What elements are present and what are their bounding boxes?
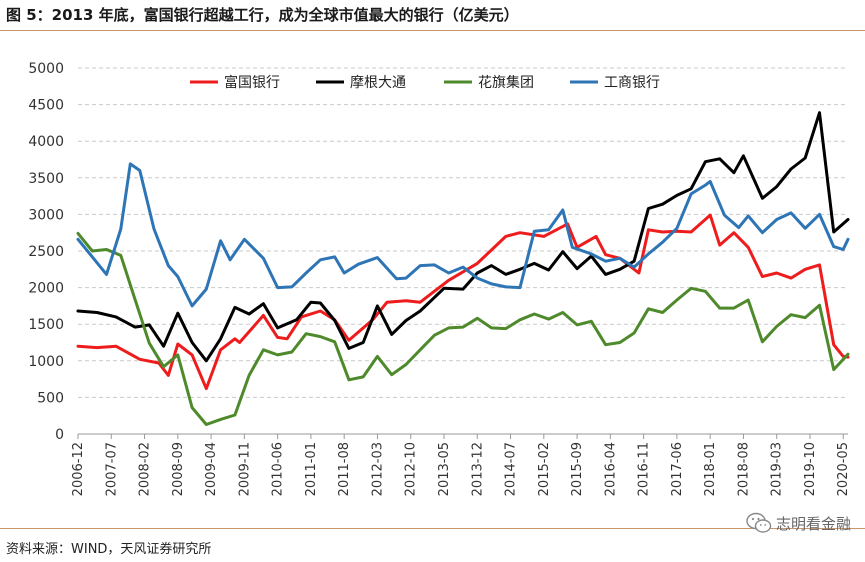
x-tick-label: 2015-09 [570,442,585,496]
legend-label: 富国银行 [224,74,280,91]
x-axis: 2006-12 2007-07 2008-02 2008-09 2009-04 2009-… [71,433,851,496]
x-tick-label: 2018-08 [736,442,751,496]
series-line [76,111,850,363]
x-tick-label: 2011-08 [337,442,352,496]
legend-label: 工商银行 [604,75,660,91]
x-tick-label: 2015-02 [537,442,552,496]
y-tick-label: 1000 [28,354,64,370]
x-tick-label: 2006-12 [71,442,86,496]
y-tick-label: 4000 [28,134,64,150]
series-line [76,213,850,391]
watermark-text: 志明看金融 [775,514,851,533]
top-divider [0,30,865,31]
y-tick-label: 3500 [28,171,64,187]
series-line [76,231,850,426]
y-tick-label: 0 [55,427,64,443]
x-tick-label: 2017-06 [670,442,685,496]
x-tick-label: 2016-04 [603,442,618,496]
x-tick-label: 2008-02 [138,442,153,496]
y-axis-ticks: 0 500 1000 1500 2000 2500 3000 3500 4000 4500 5000 [28,61,64,443]
legend-label: 花旗集团 [478,74,534,91]
series-lines [76,111,850,426]
y-tick-label: 1500 [28,317,64,333]
y-tick-label: 500 [37,390,64,406]
x-tick-label: 2018-01 [703,442,718,496]
y-tick-label: 3000 [28,207,64,223]
y-tick-label: 2500 [28,244,64,260]
x-tick-label: 2016-11 [637,442,652,496]
y-tick-label: 2000 [28,281,64,297]
legend-label: 摩根大通 [350,74,406,91]
x-tick-label: 2012-10 [404,442,419,496]
x-tick-label: 2007-07 [104,442,119,496]
x-tick-label: 2011-01 [304,442,319,496]
x-tick-label: 2019-03 [770,442,785,496]
x-tick-label: 2014-07 [504,442,519,496]
figure-title: 图 5：2013 年底，富国银行超越工行，成为全球市值最大的银行（亿美元） [6,6,519,24]
line-chart: 0 500 1000 1500 2000 2500 3000 3500 4000 4500 5000… [28,61,851,496]
x-tick-label: 2008-09 [171,442,186,496]
x-tick-label: 2010-06 [271,442,286,496]
source-note: 资料来源：WIND，天风证券研究所 [6,542,212,557]
y-tick-label: 5000 [28,61,64,77]
watermark: 志明看金融 [746,512,851,534]
x-tick-label: 2009-11 [237,442,252,496]
x-tick-label: 2013-05 [437,442,452,496]
x-tick-label: 2009-04 [204,442,219,496]
legend: 富国银行 摩根大通 花旗集团 工商银行 [190,74,660,91]
bottom-divider [0,528,865,529]
y-tick-label: 4500 [28,98,64,114]
x-tick-label: 2020-05 [836,442,851,496]
x-tick-label: 2013-12 [470,442,485,496]
x-tick-label: 2012-03 [370,442,385,496]
wechat-icon [746,512,772,533]
x-tick-label: 2019-10 [803,442,818,496]
series-line [76,162,850,308]
